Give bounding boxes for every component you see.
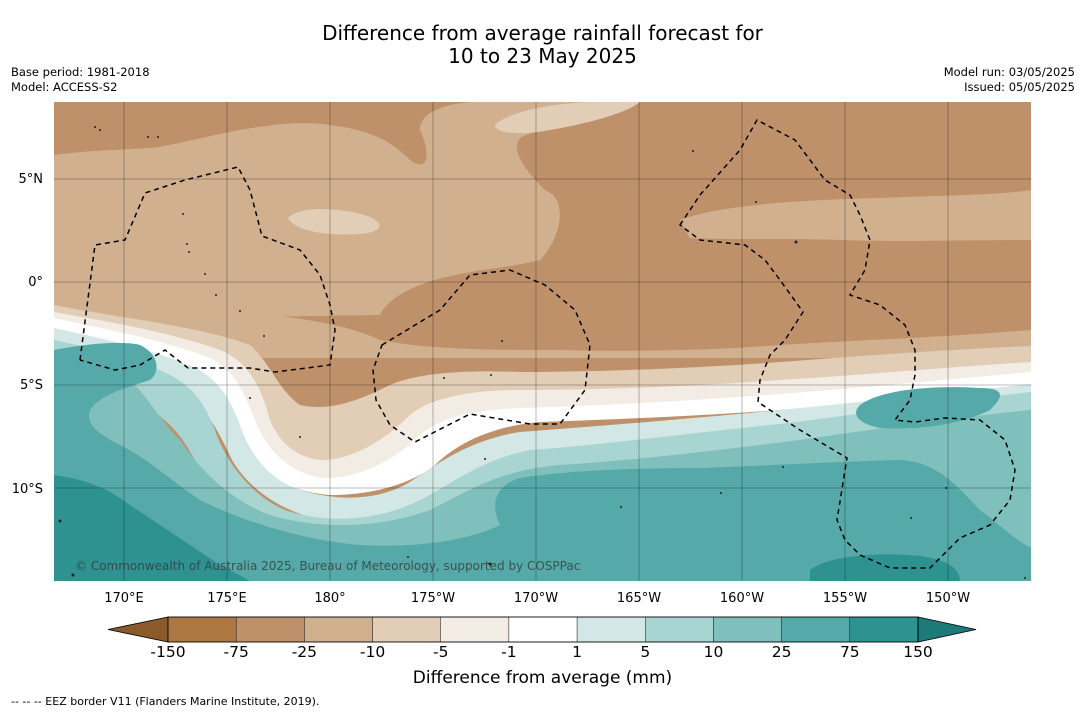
colorbar-tick-label: 5 xyxy=(640,643,651,661)
lon-label: 175°E xyxy=(207,591,247,606)
lat-label: 10°S xyxy=(12,482,43,497)
colorbar-segment xyxy=(849,616,919,643)
colorbar-segment xyxy=(713,616,782,643)
lon-label: 155°W xyxy=(823,591,867,606)
eez-border-east xyxy=(678,118,1016,569)
colorbar-tick-label: 1 xyxy=(572,643,583,661)
colorbar-segment xyxy=(440,616,510,643)
colorbar-segment xyxy=(372,616,441,643)
eez-legend-note: -- -- -- EEZ border V11 (Flanders Marine… xyxy=(11,695,320,708)
colorbar-tick-label: 150 xyxy=(903,643,933,661)
base-period: Base period: 1981-2018 xyxy=(11,65,150,79)
lat-label: 5°N xyxy=(19,172,44,187)
colorbar-tick-label: -75 xyxy=(223,643,249,661)
meta-left: Base period: 1981-2018 Model: ACCESS-S2 xyxy=(11,65,150,95)
colorbar-tick-label: -150 xyxy=(150,643,186,661)
colorbar-tick-label: 10 xyxy=(703,643,724,661)
lon-label: 170°W xyxy=(514,591,558,606)
colorbar-segment xyxy=(781,616,851,643)
lon-label: 175°W xyxy=(411,591,455,606)
lat-label: 0° xyxy=(28,275,43,290)
model-name: Model: ACCESS-S2 xyxy=(11,80,118,94)
graticule xyxy=(54,102,1031,581)
eez-border-central xyxy=(372,269,591,443)
colorbar-tick-label: -25 xyxy=(291,643,318,661)
lon-label: 160°W xyxy=(720,591,764,606)
meta-right: Model run: 03/05/2025 Issued: 05/05/2025 xyxy=(944,65,1075,95)
colorbar-title: Difference from average (mm) xyxy=(412,668,673,688)
colorbar-segment xyxy=(508,616,578,643)
colorbar-segment xyxy=(304,616,373,643)
very-wet-region xyxy=(54,475,960,581)
colorbar-tick-label: 25 xyxy=(771,643,792,661)
lon-label: 180° xyxy=(314,591,345,606)
mid-dry-region-south xyxy=(54,290,1031,358)
colorbar-tick-label: -1 xyxy=(501,643,517,661)
map-title-line1: Difference from average rainfall forecas… xyxy=(322,21,763,45)
model-run: Model run: 03/05/2025 xyxy=(943,65,1075,79)
colorbar-extend-high xyxy=(917,616,977,643)
lat-labels: 5°N 0° 5°S 10°S xyxy=(12,172,43,497)
islands xyxy=(58,126,1026,579)
colorbar-frame xyxy=(167,616,919,643)
mid-dry-region-right xyxy=(680,190,1031,241)
map-title-line2: 10 to 23 May 2025 xyxy=(448,44,637,68)
lon-label: 150°W xyxy=(926,591,970,606)
copyright-text: © Commonwealth of Australia 2025, Bureau… xyxy=(75,559,580,573)
light-dry-band xyxy=(54,305,1031,470)
colorbar-segment xyxy=(235,616,305,643)
colorbar-segment xyxy=(645,616,714,643)
colorbar xyxy=(107,616,977,643)
lon-labels: 170°E 175°E 180° 175°W 170°W 165°W 160°W… xyxy=(104,591,970,606)
issued-date: Issued: 05/05/2025 xyxy=(964,80,1075,94)
lon-label: 165°W xyxy=(617,591,661,606)
neutral-band xyxy=(54,318,1031,495)
map-field: © Commonwealth of Australia 2025, Bureau… xyxy=(54,102,1031,581)
colorbar-tick-label: 75 xyxy=(839,643,860,661)
colorbar-segment xyxy=(576,616,646,643)
mid-dry-region xyxy=(54,102,640,320)
lon-label: 170°E xyxy=(104,591,144,606)
lat-label: 5°S xyxy=(20,378,43,393)
colorbar-segment xyxy=(167,616,237,643)
strong-wet-region xyxy=(54,342,1031,581)
near-zero-band xyxy=(54,312,1031,485)
colorbar-tick-label: -5 xyxy=(432,643,449,661)
colorbar-tick-label: -10 xyxy=(359,643,386,661)
light-dry-pocket-north xyxy=(495,102,640,134)
colorbar-extend-low xyxy=(107,616,169,643)
light-dry-pocket-mid xyxy=(288,209,380,235)
eez-borders xyxy=(79,118,1016,569)
